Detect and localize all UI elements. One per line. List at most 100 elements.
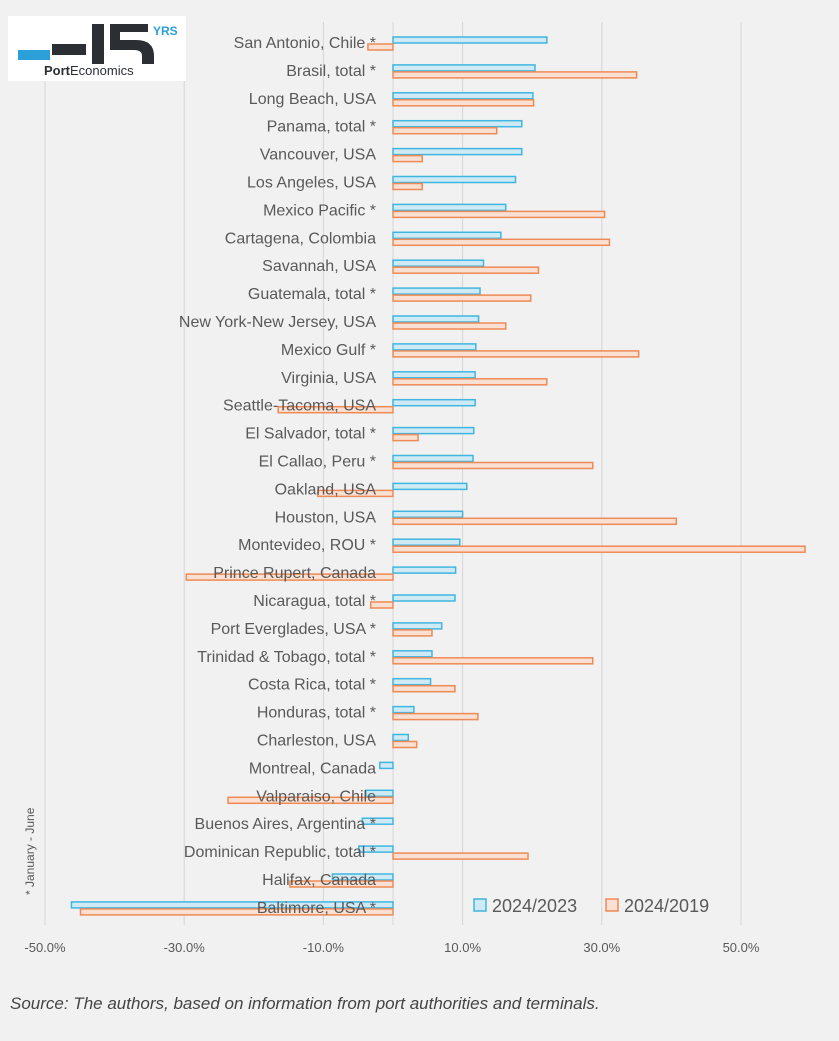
category-label: Savannah, USA	[262, 258, 376, 275]
category-label: Brasil, total *	[286, 63, 376, 80]
bar-2024-2023	[392, 454, 474, 463]
bar-2024-2019	[392, 294, 532, 302]
bar-2024-2023	[392, 705, 415, 714]
category-label: Nicaragua, total *	[253, 593, 376, 610]
bar-2024-2023	[392, 650, 433, 658]
bar-2024-2023	[392, 203, 507, 212]
bar-2024-2019	[289, 880, 394, 888]
bar-2024-2023	[392, 343, 477, 351]
category-label: Panama, total *	[267, 119, 376, 136]
x-tick-label: 50.0%	[723, 940, 760, 955]
period-note: * January - June	[23, 807, 37, 895]
bar-2024-2019	[392, 712, 479, 721]
bar-2024-2019	[392, 154, 423, 163]
category-label: Guatemala, total *	[248, 286, 376, 303]
bar-2024-2019	[392, 852, 529, 860]
bar-2024-2023	[392, 482, 468, 491]
category-label: El Callao, Peru *	[259, 454, 376, 471]
bar-2024-2019	[392, 433, 419, 442]
port-economics-logo: YRS PortEconomics	[8, 16, 186, 81]
category-label: Mexico Gulf *	[281, 342, 376, 359]
x-tick-label: -10.0%	[303, 940, 345, 955]
bar-2024-2019	[392, 182, 423, 191]
bar-2024-2023	[392, 594, 456, 602]
category-label: Prince Rupert, Canada	[213, 565, 376, 582]
category-label: Honduras, total *	[257, 705, 376, 722]
bar-2024-2023	[392, 175, 517, 184]
bar-2024-2019	[392, 99, 535, 107]
bar-2024-2023	[392, 315, 480, 323]
legend-label: 2024/2019	[624, 896, 709, 916]
bar-2024-2023	[392, 426, 475, 435]
category-label: Vancouver, USA	[260, 147, 377, 164]
bar-2024-2023	[392, 147, 523, 156]
category-label: Mexico Pacific *	[263, 202, 376, 219]
bar-2024-2023	[392, 398, 476, 407]
bar-2024-2023	[365, 789, 394, 798]
bar-2024-2023	[392, 287, 481, 295]
bar-2024-2023	[379, 761, 394, 770]
category-label: Montevideo, ROU *	[238, 537, 376, 554]
x-tick-label: -50.0%	[24, 940, 66, 955]
category-label: Dominican Republic, total *	[184, 844, 376, 861]
bar-2024-2023	[358, 845, 394, 853]
category-label: Valparaiso, Chile	[256, 788, 376, 805]
bar-2024-2019	[392, 684, 456, 693]
bar-2024-2023	[392, 259, 485, 267]
bar-2024-2023	[392, 622, 443, 630]
bar-2024-2023	[392, 566, 457, 574]
bar-2024-2019	[392, 210, 606, 219]
category-label: Seattle-Tacoma, USA	[223, 398, 376, 415]
bar-2024-2019	[392, 238, 611, 247]
bar-2024-2019	[392, 266, 540, 274]
bar-2024-2023	[392, 538, 461, 546]
bar-2024-2019	[392, 378, 548, 386]
category-label: Costa Rica, total *	[248, 677, 376, 694]
bar-2024-2023	[392, 36, 548, 44]
category-label: Virginia, USA	[281, 370, 376, 387]
bar-2024-2023	[392, 92, 534, 100]
bar-2024-2023	[392, 733, 410, 742]
bar-2024-2023	[331, 873, 394, 881]
bar-chart: -50.0% -30.0% -10.0% 10.0% 30.0% 50.0% San Ant…	[23, 22, 806, 955]
bar-2024-2023	[392, 510, 464, 519]
category-label: Buenos Aires, Argentina *	[195, 816, 376, 833]
category-label: Cartagena, Colombia	[225, 230, 376, 247]
category-label: El Salvador, total *	[245, 426, 376, 443]
legend-label: 2024/2023	[492, 896, 577, 916]
svg-text:YRS: YRS	[153, 24, 178, 38]
bar-2024-2019	[367, 43, 394, 51]
legend-swatch	[605, 898, 619, 912]
svg-text:PortEconomics: PortEconomics	[44, 63, 134, 78]
category-label: Charleston, USA	[257, 733, 376, 750]
bar-2024-2019	[392, 629, 433, 637]
category-label: Montreal, Canada	[249, 760, 376, 777]
bar-2024-2023	[70, 901, 394, 909]
category-label: Long Beach, USA	[249, 91, 377, 108]
source-note: Source: The authors, based on informatio…	[10, 994, 600, 1013]
bar-2024-2019	[277, 405, 394, 414]
bar-2024-2019	[392, 657, 594, 665]
bar-2024-2019	[392, 71, 638, 79]
bar-2024-2019	[392, 350, 640, 358]
bar-2024-2019	[227, 796, 394, 805]
x-tick-label: 10.0%	[444, 940, 481, 955]
bar-2024-2023	[361, 817, 394, 825]
bar-2024-2023	[392, 119, 523, 128]
bar-2024-2019	[392, 126, 498, 135]
category-label: San Antonio, Chile *	[234, 35, 376, 52]
x-tick-label: 30.0%	[583, 940, 620, 955]
bar-2024-2019	[392, 517, 678, 526]
bar-2024-2019	[317, 489, 394, 498]
bar-2024-2023	[392, 677, 432, 686]
category-label: Baltimore, USA *	[257, 900, 376, 917]
bar-2024-2019	[369, 601, 394, 609]
bar-2024-2019	[392, 545, 806, 553]
category-label: Houston, USA	[275, 509, 377, 526]
bar-2024-2019	[392, 322, 507, 330]
category-label: New York-New Jersey, USA	[179, 314, 376, 331]
bar-2024-2023	[392, 231, 502, 240]
bar-2024-2019	[392, 740, 418, 749]
x-tick-label: -30.0%	[164, 940, 206, 955]
